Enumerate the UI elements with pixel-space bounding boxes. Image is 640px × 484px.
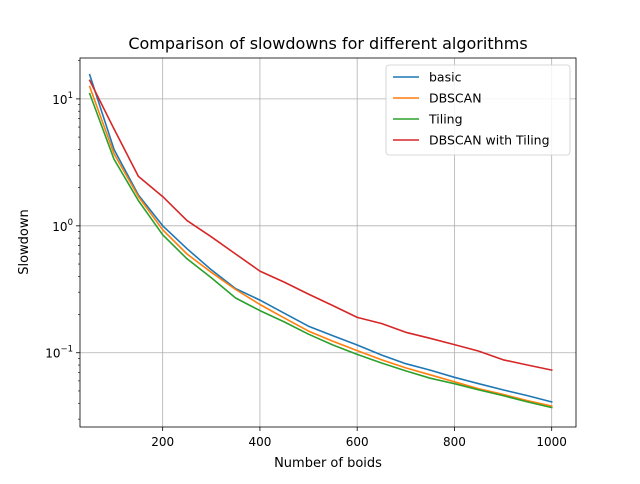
x-tick-label: 200: [151, 435, 174, 449]
legend-label: DBSCAN with Tiling: [429, 133, 550, 148]
legend: basic DBSCAN Tiling DBSCAN with Tiling: [385, 64, 571, 156]
legend-box: [385, 64, 571, 156]
legend-label: DBSCAN: [429, 91, 482, 106]
y-axis-label: Slowdown: [17, 209, 32, 275]
y-tick-label: 100: [52, 218, 73, 234]
series-line-tiling: [88, 92, 553, 409]
chart-title: Comparison of slowdowns for different al…: [128, 34, 527, 53]
y-tick-label: 10−1: [45, 345, 73, 361]
series-lines: [88, 73, 553, 409]
series-line-dbscan: [88, 85, 553, 408]
x-tick-label: 1000: [536, 435, 567, 449]
y-tick-label: 101: [52, 91, 73, 107]
axes-frame: [79, 57, 577, 428]
y-tick-exponent: −1: [60, 345, 73, 355]
series-line-basic: [88, 73, 553, 403]
x-axis-label: Number of boids: [274, 456, 382, 471]
x-tick-label: 600: [346, 435, 369, 449]
legend-label: Tiling: [428, 112, 463, 127]
x-tick-label: 800: [443, 435, 466, 449]
series-line-dbscan-with-tiling: [88, 79, 553, 372]
x-tick-label: 400: [248, 435, 271, 449]
legend-label: basic: [429, 70, 462, 85]
y-tick-exponent: 1: [68, 91, 73, 101]
y-tick-exponent: 0: [68, 218, 73, 228]
